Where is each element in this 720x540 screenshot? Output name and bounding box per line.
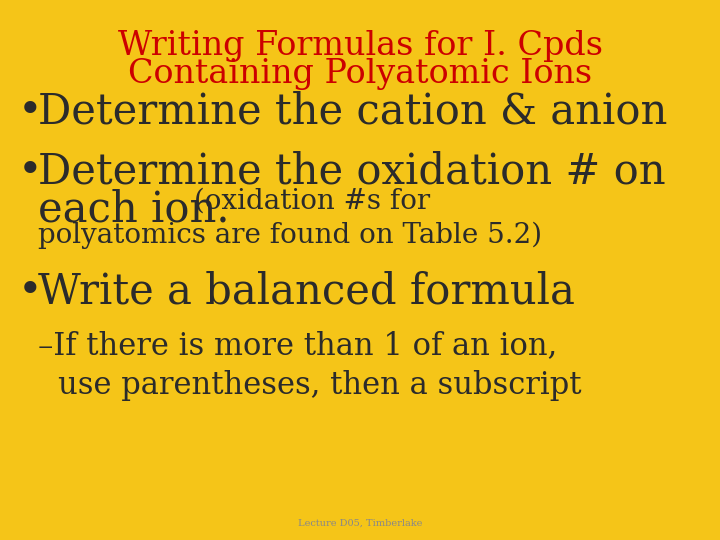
Text: Lecture D05, Timberlake: Lecture D05, Timberlake xyxy=(298,519,422,528)
Text: use parentheses, then a subscript: use parentheses, then a subscript xyxy=(58,370,582,401)
Text: –If there is more than 1 of an ion,: –If there is more than 1 of an ion, xyxy=(38,330,557,361)
Text: •: • xyxy=(18,150,42,192)
Text: (oxidation #s for: (oxidation #s for xyxy=(185,188,430,215)
Text: •: • xyxy=(18,270,42,312)
Text: polyatomics are found on Table 5.2): polyatomics are found on Table 5.2) xyxy=(38,222,542,249)
Text: •: • xyxy=(18,90,42,132)
Text: each ion.: each ion. xyxy=(38,188,230,230)
Text: Determine the cation & anion: Determine the cation & anion xyxy=(38,90,667,132)
Text: Containing Polyatomic Ions: Containing Polyatomic Ions xyxy=(128,58,592,90)
Text: Writing Formulas for I. Cpds: Writing Formulas for I. Cpds xyxy=(117,30,603,62)
Text: Determine the oxidation # on: Determine the oxidation # on xyxy=(38,150,665,192)
Text: Write a balanced formula: Write a balanced formula xyxy=(38,270,575,312)
